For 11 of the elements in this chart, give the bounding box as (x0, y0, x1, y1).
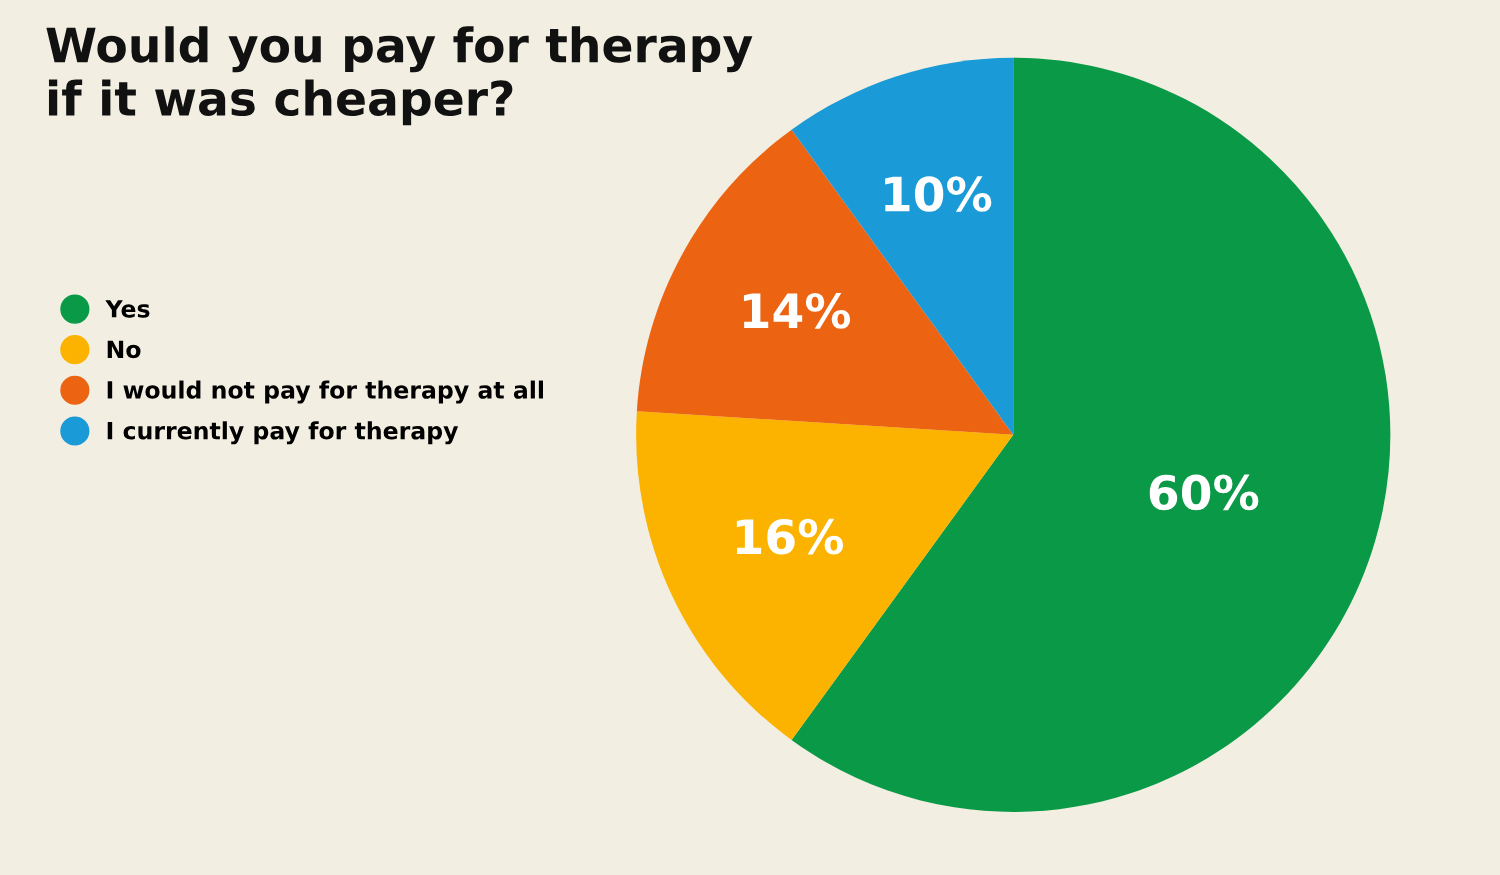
data-label: 10% (885, 176, 992, 212)
data-label: 14% (743, 292, 851, 329)
legend-label: No (107, 340, 141, 359)
legend-label: I would not pay for therapy at all (107, 380, 543, 404)
data-label: 16% (736, 518, 844, 555)
legend-label: I currently pay for therapy (107, 421, 459, 445)
data-label: 60% (1149, 474, 1259, 511)
pie-slice (636, 129, 1014, 435)
pie-slice (636, 411, 1014, 740)
chart-title: Would you pay for therapy if it was cheaper? (46, 26, 753, 126)
legend-label: Yes (105, 300, 150, 318)
